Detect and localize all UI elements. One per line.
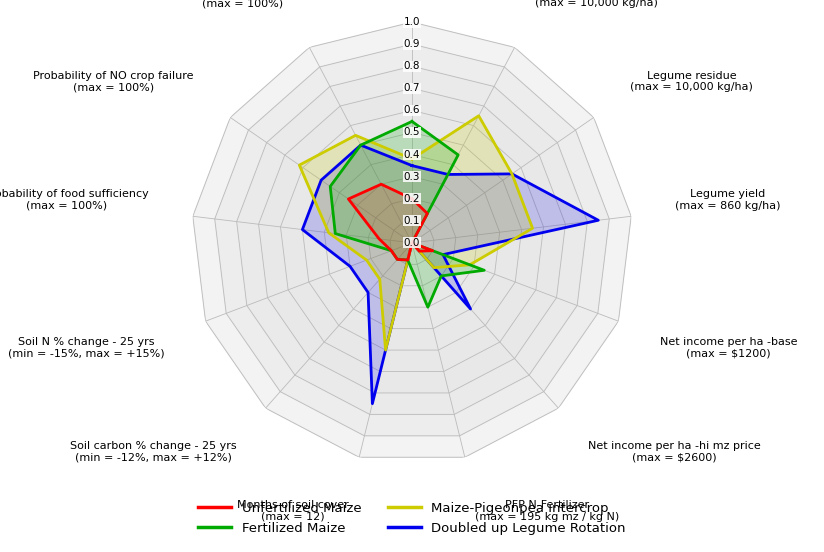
Text: Probability of food sufficiency
(max = 100%): Probability of food sufficiency (max = 1… (0, 189, 149, 211)
Text: 0.5: 0.5 (404, 128, 420, 137)
Text: Net income per ha -base
(max = $1200): Net income per ha -base (max = $1200) (660, 337, 798, 358)
Polygon shape (349, 184, 433, 260)
Text: Soil N % change - 25 yrs
(min = -15%, max = +15%): Soil N % change - 25 yrs (min = -15%, ma… (7, 337, 164, 358)
Text: 0.4: 0.4 (404, 150, 420, 160)
Polygon shape (390, 221, 434, 264)
Polygon shape (299, 116, 532, 350)
Text: 1.0: 1.0 (404, 17, 420, 27)
Text: Legume yield
(max = 860 kg/ha): Legume yield (max = 860 kg/ha) (675, 189, 780, 211)
Text: 0.1: 0.1 (404, 216, 420, 226)
Polygon shape (193, 22, 631, 457)
Polygon shape (346, 177, 478, 307)
Text: Maize residue
(max = 10,000 kg/ha): Maize residue (max = 10,000 kg/ha) (535, 0, 658, 8)
Text: 0.2: 0.2 (404, 194, 420, 204)
Legend: Unfertilized Maize, Fertilized Maize, Maize-Pigeonpea intercrop, Doubled up Legu: Unfertilized Maize, Fertilized Maize, Ma… (193, 497, 631, 540)
Polygon shape (302, 132, 522, 350)
Polygon shape (236, 66, 588, 415)
Text: 0.6: 0.6 (404, 105, 420, 115)
Text: Net income per ha -hi mz price
(max = $2600): Net income per ha -hi mz price (max = $2… (588, 441, 761, 463)
Polygon shape (368, 199, 456, 286)
Text: % Women prefer
(max = 100%): % Women prefer (max = 100%) (195, 0, 289, 8)
Text: Probability of NO crop failure
(max = 100%): Probability of NO crop failure (max = 10… (34, 71, 194, 92)
Text: Legume residue
(max = 10,000 kg/ha): Legume residue (max = 10,000 kg/ha) (630, 71, 753, 92)
Text: 0.0: 0.0 (404, 238, 420, 248)
Text: 0.9: 0.9 (404, 39, 420, 49)
Text: Soil carbon % change - 25 yrs
(min = -12%, max = +12%): Soil carbon % change - 25 yrs (min = -12… (70, 441, 236, 463)
Polygon shape (302, 145, 598, 404)
Polygon shape (325, 155, 499, 328)
Text: 0.8: 0.8 (404, 61, 420, 71)
Polygon shape (259, 88, 565, 393)
Text: 0.3: 0.3 (404, 172, 420, 182)
Polygon shape (215, 44, 609, 436)
Polygon shape (330, 121, 485, 307)
Polygon shape (280, 110, 544, 371)
Text: PFP N-Fertilizer
(max = 195 kg mz / kg N): PFP N-Fertilizer (max = 195 kg mz / kg N… (475, 500, 620, 522)
Text: 0.7: 0.7 (404, 83, 420, 93)
Text: Months of soil cover
(max = 12): Months of soil cover (max = 12) (236, 500, 349, 522)
